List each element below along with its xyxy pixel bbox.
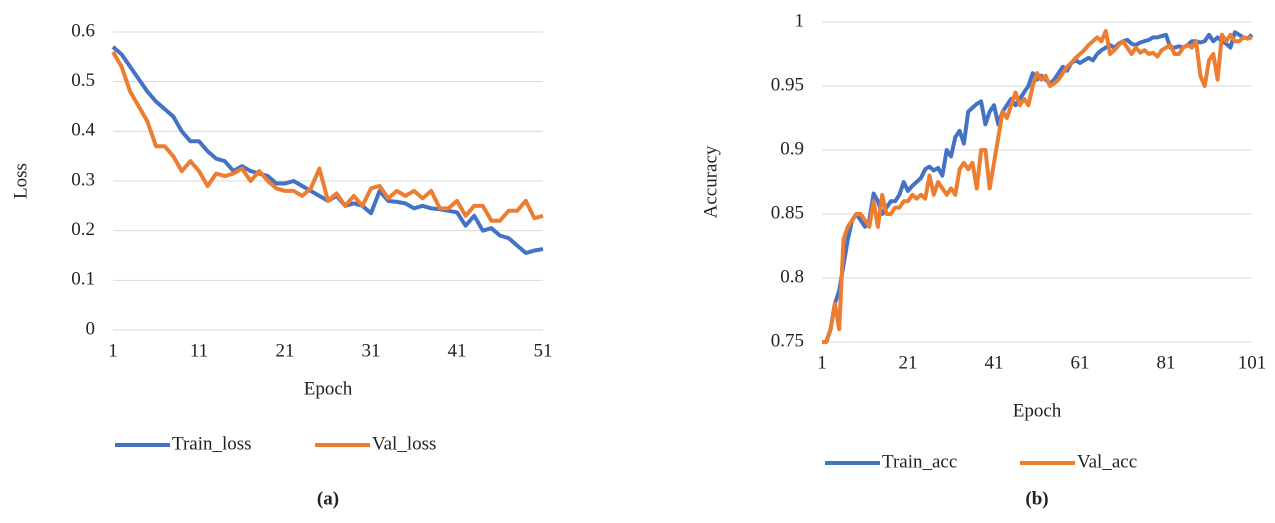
x-tick-label: 41 [448,340,467,361]
y-tick-label: 0.4 [71,120,95,141]
y-axis-label: Loss [10,163,31,199]
caption: (b) [1025,488,1048,509]
x-axis-label: Epoch [1013,400,1062,421]
y-tick-label: 0.75 [771,330,804,351]
data-line [111,45,544,256]
y-tick-label: 0.5 [71,70,95,91]
x-tick-label: 51 [534,340,553,361]
x-tick-label: 61 [1071,352,1090,373]
legend-label: Train_acc [882,451,957,472]
x-tick-label: 11 [190,340,208,361]
data-line [822,28,1253,344]
x-tick-label: 21 [276,340,295,361]
caption: (a) [317,488,339,509]
y-tick-label: 0.9 [780,138,804,159]
x-axis-label: Epoch [304,378,353,399]
x-tick-label: 1 [817,352,827,373]
legend-label: Val_acc [1077,451,1137,472]
data-line [111,50,544,223]
y-axis-label: Accuracy [700,145,721,218]
y-tick-label: 0.6 [71,20,95,41]
x-tick-label: 31 [362,340,381,361]
legend-label: Train_loss [172,433,252,454]
data-line [822,30,1254,344]
y-tick-label: 0 [86,318,96,339]
x-tick-label: 101 [1238,352,1267,373]
y-tick-label: 1 [795,10,805,31]
y-tick-label: 0.1 [71,269,95,290]
y-tick-label: 0.2 [71,219,95,240]
x-tick-label: 41 [985,352,1004,373]
x-tick-label: 21 [899,352,918,373]
y-tick-label: 0.8 [780,266,804,287]
y-tick-label: 0.85 [771,202,804,223]
legend-label: Val_loss [372,433,436,454]
y-tick-label: 0.3 [71,169,95,190]
y-tick-label: 0.95 [771,74,804,95]
x-tick-label: 1 [108,340,118,361]
x-tick-label: 81 [1157,352,1176,373]
